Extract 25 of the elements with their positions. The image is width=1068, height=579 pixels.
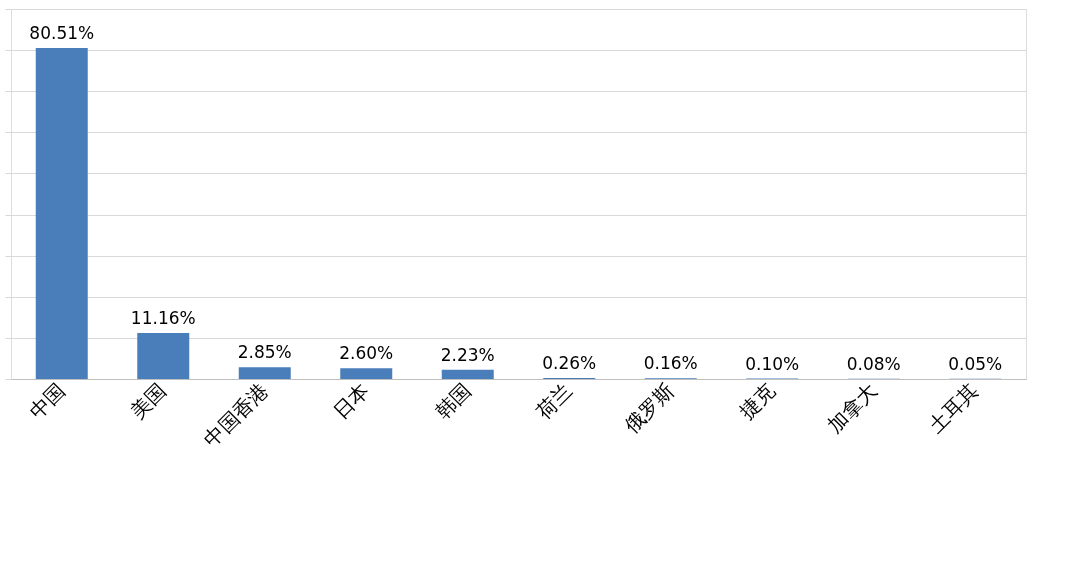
bar — [441, 369, 494, 379]
data-label: 11.16% — [130, 308, 196, 329]
data-label: 2.60% — [339, 343, 394, 364]
x-tick-label: 捷克 — [734, 378, 781, 424]
x-tick-label: 中国 — [24, 378, 70, 424]
x-tick-label: 荷兰 — [531, 378, 578, 424]
data-label: 0.26% — [542, 352, 597, 373]
data-label: 0.10% — [745, 353, 800, 374]
x-tick-label: 加拿大 — [822, 378, 882, 438]
bar — [340, 368, 393, 379]
data-label: 80.51% — [29, 23, 95, 44]
data-label: 2.85% — [237, 342, 292, 363]
x-tick-label: 日本 — [328, 378, 375, 424]
bar — [238, 367, 291, 379]
data-label: 0.05% — [948, 353, 1003, 374]
data-label: 0.08% — [846, 353, 901, 374]
bar — [137, 333, 190, 379]
x-tick-label: 土耳其 — [923, 378, 984, 438]
x-tick-label: 俄罗斯 — [619, 378, 679, 438]
data-label: 2.23% — [440, 344, 495, 365]
x-tick-label: 美国 — [125, 378, 172, 424]
x-tick-label: 中国香港 — [198, 378, 273, 452]
bar — [35, 48, 88, 379]
x-tick-label: 韩国 — [430, 378, 476, 424]
data-label: 0.16% — [643, 353, 698, 374]
